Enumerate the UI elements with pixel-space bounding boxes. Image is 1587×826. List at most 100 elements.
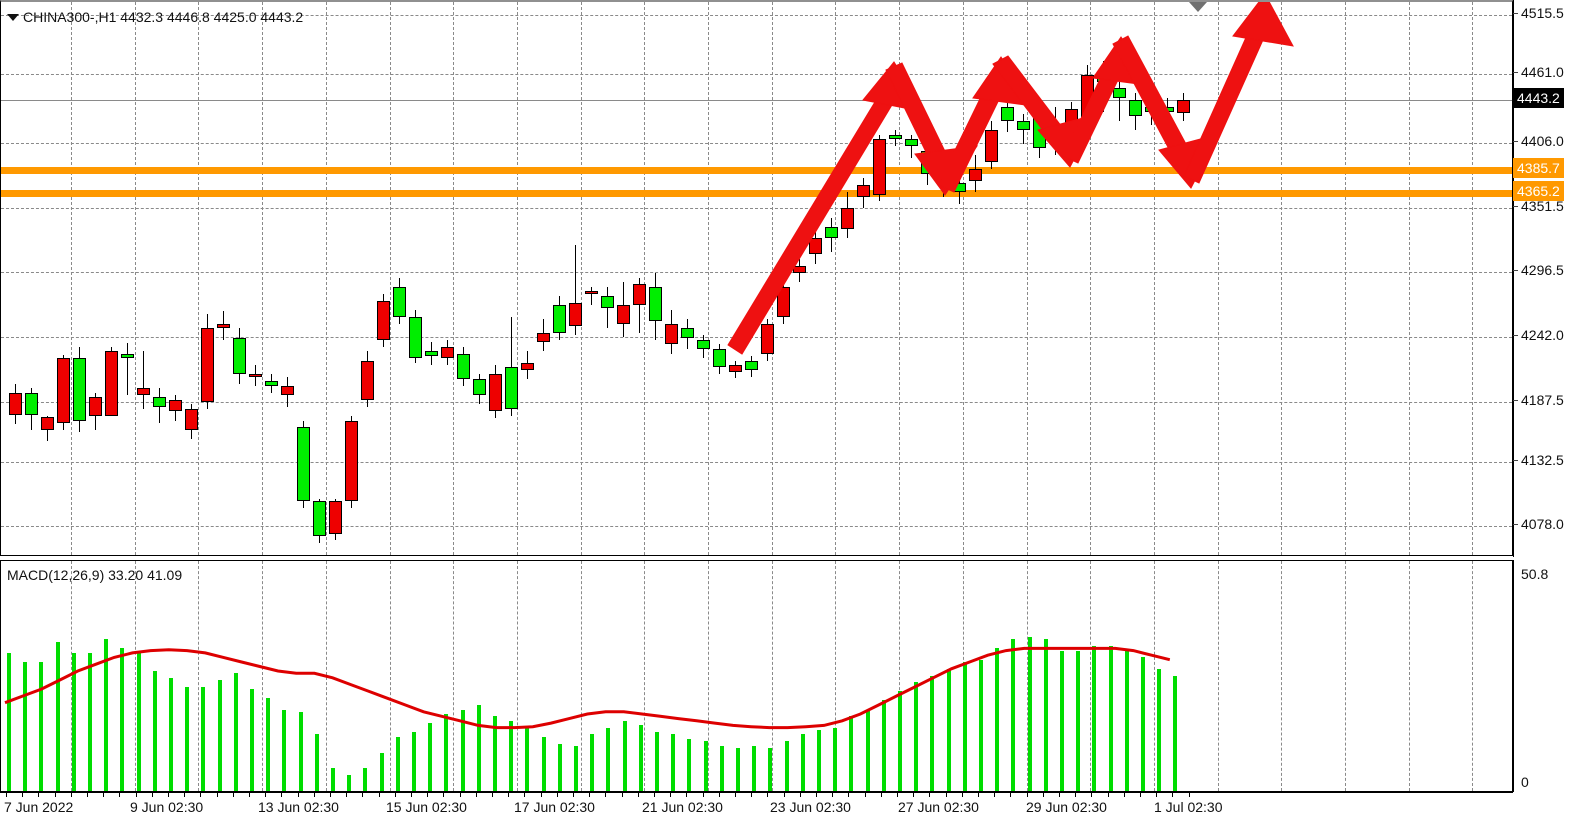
- candle-body[interactable]: [41, 417, 54, 430]
- candle-body[interactable]: [1033, 111, 1046, 149]
- price-plot-area[interactable]: [1, 2, 1512, 555]
- candle-body[interactable]: [1081, 74, 1094, 121]
- candle-body[interactable]: [57, 358, 70, 423]
- time-tick-mark: [6, 793, 7, 797]
- candle-body[interactable]: [281, 385, 294, 396]
- candle-body[interactable]: [89, 397, 102, 416]
- candle-body[interactable]: [617, 305, 630, 324]
- candle-body[interactable]: [1097, 72, 1110, 82]
- candle-body[interactable]: [601, 296, 614, 308]
- time-axis[interactable]: 7 Jun 2022 9 Jun 02:30 13 Jun 02:30 15 Jun …: [0, 792, 1513, 826]
- macd-histogram-bar: [460, 709, 465, 791]
- macd-histogram-bar: [930, 675, 935, 791]
- candle-body[interactable]: [233, 337, 246, 375]
- candle-body[interactable]: [393, 286, 406, 317]
- price-tick-label: 4461.0: [1521, 64, 1564, 80]
- candle-body[interactable]: [761, 323, 774, 354]
- candle-body[interactable]: [1129, 100, 1142, 117]
- candle-body[interactable]: [1145, 106, 1158, 112]
- candle-body[interactable]: [105, 351, 118, 416]
- candle-body[interactable]: [313, 501, 326, 536]
- candle-body[interactable]: [745, 360, 758, 370]
- chart-top-marker-icon[interactable]: [1189, 2, 1207, 12]
- candle-body[interactable]: [153, 397, 166, 407]
- candle-body[interactable]: [137, 388, 150, 396]
- candle-body[interactable]: [857, 185, 870, 197]
- candle-body[interactable]: [697, 339, 710, 350]
- candle-body[interactable]: [441, 346, 454, 359]
- candle-body[interactable]: [377, 300, 390, 340]
- candle-body[interactable]: [569, 302, 582, 326]
- candle-body[interactable]: [777, 286, 790, 317]
- candle-body[interactable]: [9, 392, 22, 415]
- candle-body[interactable]: [633, 284, 646, 306]
- time-tick-mark: [330, 793, 331, 797]
- candle-body[interactable]: [361, 360, 374, 400]
- candle-body[interactable]: [1049, 129, 1062, 140]
- candle-body[interactable]: [297, 427, 310, 502]
- candle-body[interactable]: [585, 291, 598, 295]
- time-tick-mark: [1156, 793, 1158, 797]
- arrow-head-up-4: [1232, 2, 1294, 47]
- candle-body[interactable]: [505, 367, 518, 409]
- candle-body[interactable]: [425, 351, 438, 356]
- candle-body[interactable]: [409, 316, 422, 359]
- candle-body[interactable]: [121, 353, 134, 359]
- time-tick-mark: [1140, 793, 1141, 797]
- candle-body[interactable]: [185, 408, 198, 430]
- candle-body[interactable]: [345, 420, 358, 502]
- candle-body[interactable]: [1065, 109, 1078, 149]
- candle-wick: [1151, 97, 1152, 126]
- candle-body[interactable]: [489, 374, 502, 412]
- support-line-4385[interactable]: [1, 167, 1512, 174]
- candle-body[interactable]: [889, 134, 902, 140]
- candle-body[interactable]: [249, 374, 262, 378]
- candle-body[interactable]: [265, 381, 278, 386]
- candle-body[interactable]: [521, 362, 534, 370]
- candle-body[interactable]: [329, 501, 342, 534]
- candle-body[interactable]: [1161, 106, 1174, 112]
- candle-body[interactable]: [1113, 88, 1126, 98]
- candle-body[interactable]: [793, 266, 806, 273]
- candle-body[interactable]: [217, 323, 230, 329]
- macd-axis[interactable]: 50.8 0: [1513, 560, 1587, 792]
- candle-body[interactable]: [921, 150, 934, 174]
- candle-body[interactable]: [953, 183, 966, 193]
- macd-histogram-bar: [331, 768, 335, 791]
- candle-body[interactable]: [681, 328, 694, 338]
- candle-body[interactable]: [473, 379, 486, 396]
- candle-body[interactable]: [841, 208, 854, 230]
- candle-body[interactable]: [169, 399, 182, 412]
- candle-body[interactable]: [649, 286, 662, 322]
- candle-body[interactable]: [905, 139, 918, 147]
- candle-body[interactable]: [1177, 100, 1190, 113]
- support-line-4365[interactable]: [1, 190, 1512, 197]
- candle-wick: [575, 245, 576, 336]
- price-axis[interactable]: 4515.5 4461.0 4406.0 4351.5 4296.5 4242.0 4187…: [1513, 0, 1587, 557]
- candle-body[interactable]: [537, 332, 550, 343]
- candle-body[interactable]: [1001, 106, 1014, 121]
- candle-body[interactable]: [809, 238, 822, 255]
- candle-body[interactable]: [937, 176, 950, 186]
- vertical-gridline: [198, 2, 200, 555]
- candle-body[interactable]: [73, 358, 86, 421]
- price-tick-mark: [1513, 460, 1518, 461]
- macd-indicator-panel[interactable]: MACD(12,26,9) 33.20 41.09: [0, 560, 1513, 792]
- macd-histogram-bar: [703, 741, 708, 791]
- candle-body[interactable]: [873, 139, 886, 195]
- candle-body[interactable]: [1017, 120, 1030, 130]
- candle-body[interactable]: [969, 169, 982, 181]
- candle-body[interactable]: [985, 129, 998, 163]
- macd-plot-area[interactable]: [1, 561, 1512, 791]
- candle-body[interactable]: [25, 392, 38, 415]
- candle-body[interactable]: [553, 305, 566, 333]
- candle-body[interactable]: [713, 349, 726, 368]
- symbol-collapse-triangle-icon[interactable]: [7, 14, 19, 21]
- candle-body[interactable]: [201, 328, 214, 403]
- price-chart-panel[interactable]: CHINA300-,H1 4432.3 4446.8 4425.0 4443.2: [0, 0, 1513, 556]
- macd-histogram-bar: [898, 691, 902, 791]
- candle-body[interactable]: [457, 353, 470, 379]
- candle-body[interactable]: [665, 323, 678, 345]
- candle-body[interactable]: [825, 226, 838, 239]
- candle-body[interactable]: [729, 365, 742, 373]
